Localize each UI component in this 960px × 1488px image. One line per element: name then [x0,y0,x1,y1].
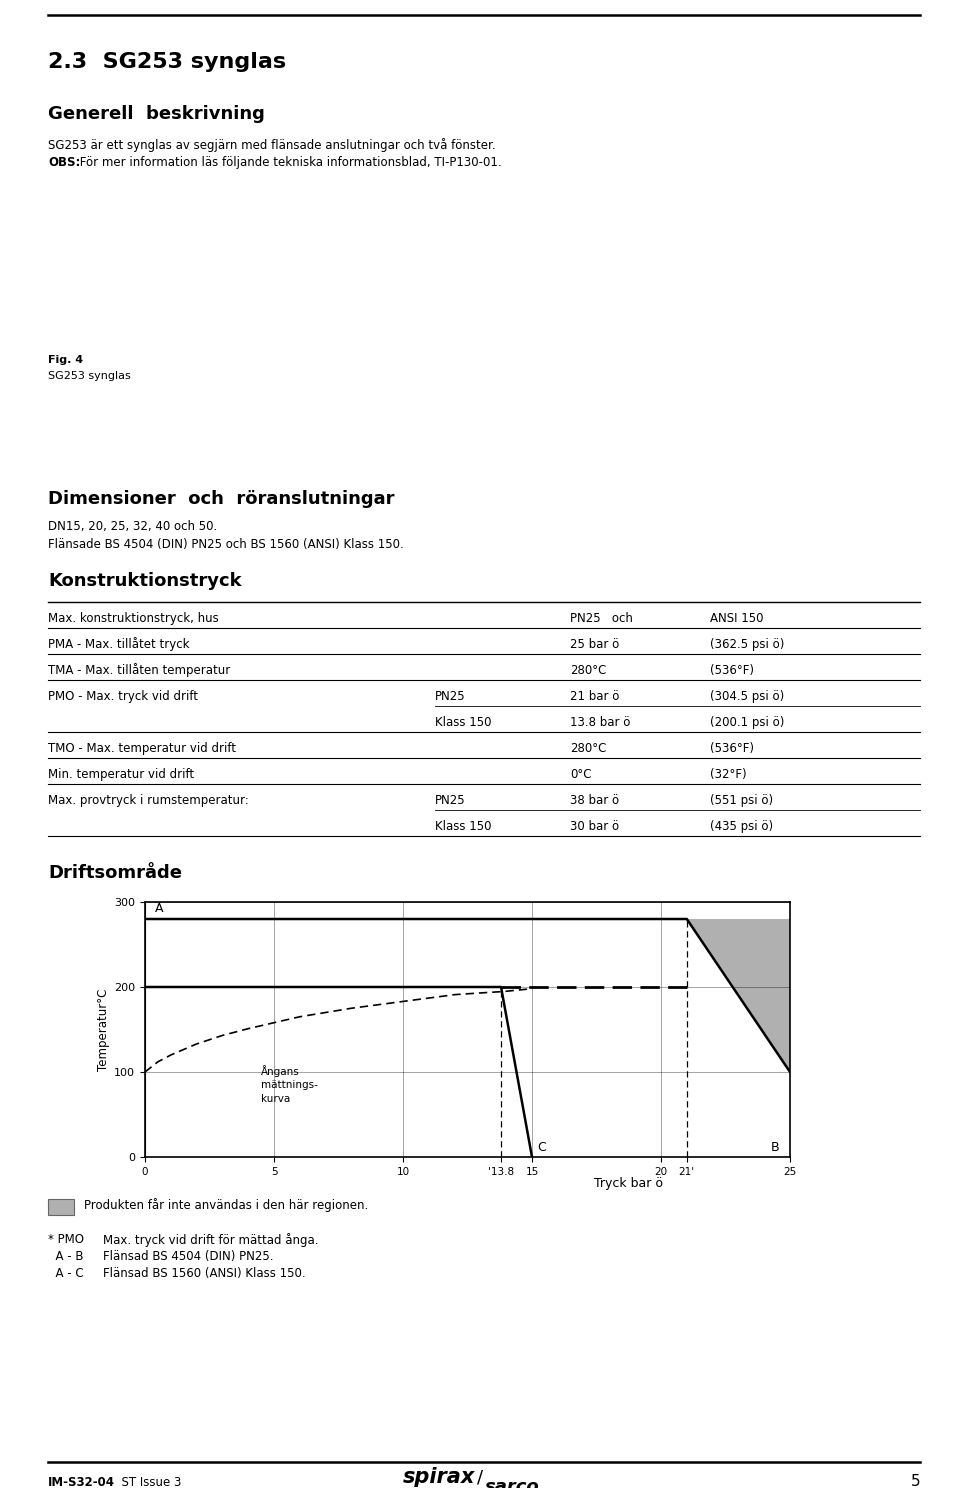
Text: OBS:: OBS: [48,156,81,170]
Text: Fig. 4: Fig. 4 [48,356,84,365]
Text: Ångans
mättnings-
kurva: Ångans mättnings- kurva [261,1065,318,1104]
Text: (32°F): (32°F) [710,768,747,781]
Text: IM-S32-04: IM-S32-04 [48,1476,115,1488]
Text: Max. konstruktionstryck, hus: Max. konstruktionstryck, hus [48,612,219,625]
Text: 30 bar ö: 30 bar ö [570,820,619,833]
Text: 280°C: 280°C [570,664,607,677]
Text: Max. provtryck i rumstemperatur:: Max. provtryck i rumstemperatur: [48,793,249,806]
Text: (435 psi ö): (435 psi ö) [710,820,773,833]
Text: (536°F): (536°F) [710,741,754,754]
Text: (362.5 psi ö): (362.5 psi ö) [710,638,784,650]
Text: 5: 5 [910,1475,920,1488]
Text: 25 bar ö: 25 bar ö [570,638,619,650]
Text: B: B [771,1141,780,1153]
Text: C: C [538,1141,546,1153]
Text: 38 bar ö: 38 bar ö [570,793,619,806]
Text: 13.8 bar ö: 13.8 bar ö [570,716,631,729]
Text: Min. temperatur vid drift: Min. temperatur vid drift [48,768,194,781]
Text: Klass 150: Klass 150 [435,820,492,833]
Text: PMA - Max. tillåtet tryck: PMA - Max. tillåtet tryck [48,637,189,652]
Text: PMO - Max. tryck vid drift: PMO - Max. tryck vid drift [48,689,198,702]
Polygon shape [686,920,790,1071]
Text: /: / [477,1469,483,1487]
Text: ST Issue 3: ST Issue 3 [114,1476,181,1488]
Text: A: A [156,902,164,915]
Text: PN25: PN25 [435,689,466,702]
Text: TMO - Max. temperatur vid drift: TMO - Max. temperatur vid drift [48,741,236,754]
Text: (536°F): (536°F) [710,664,754,677]
Y-axis label: Temperatur°C: Temperatur°C [97,988,110,1071]
Text: ANSI 150: ANSI 150 [710,612,763,625]
Text: Generell  beskrivning: Generell beskrivning [48,106,265,124]
Text: 2.3  SG253 synglas: 2.3 SG253 synglas [48,52,286,71]
Text: 280°C: 280°C [570,741,607,754]
Text: Flänsad BS 1560 (ANSI) Klass 150.: Flänsad BS 1560 (ANSI) Klass 150. [103,1266,305,1280]
Text: Max. tryck vid drift för mättad ånga.: Max. tryck vid drift för mättad ånga. [103,1234,319,1247]
Text: Driftsområde: Driftsområde [48,865,182,882]
Text: spirax: spirax [402,1467,475,1487]
Text: DN15, 20, 25, 32, 40 och 50.: DN15, 20, 25, 32, 40 och 50. [48,519,217,533]
Text: * PMO: * PMO [48,1234,84,1245]
Text: För mer information läs följande tekniska informationsblad, TI-P130-01.: För mer information läs följande teknisk… [76,156,502,170]
Text: 21 bar ö: 21 bar ö [570,689,619,702]
Bar [48,1199,74,1216]
Text: TMA - Max. tillåten temperatur: TMA - Max. tillåten temperatur [48,664,230,677]
Text: Flänsad BS 4504 (DIN) PN25.: Flänsad BS 4504 (DIN) PN25. [103,1250,274,1263]
Text: sarco: sarco [485,1478,540,1488]
Text: PN25: PN25 [435,793,466,806]
Text: Flänsade BS 4504 (DIN) PN25 och BS 1560 (ANSI) Klass 150.: Flänsade BS 4504 (DIN) PN25 och BS 1560 … [48,539,404,551]
Text: PN25   och: PN25 och [570,612,633,625]
Text: (304.5 psi ö): (304.5 psi ö) [710,689,784,702]
Text: A - C: A - C [48,1266,84,1280]
Text: Klass 150: Klass 150 [435,716,492,729]
Text: Tryck bar ö: Tryck bar ö [594,1177,663,1190]
Text: Produkten får inte användas i den här regionen.: Produkten får inte användas i den här re… [84,1198,369,1213]
Text: SG253 synglas: SG253 synglas [48,371,131,381]
Text: (200.1 psi ö): (200.1 psi ö) [710,716,784,729]
Text: Dimensioner  och  röranslutningar: Dimensioner och röranslutningar [48,490,395,507]
Text: Konstruktionstryck: Konstruktionstryck [48,571,242,591]
Text: 0°C: 0°C [570,768,591,781]
Text: SG253 är ett synglas av segjärn med flänsade anslutningar och två fönster.: SG253 är ett synglas av segjärn med flän… [48,138,495,152]
Text: (551 psi ö): (551 psi ö) [710,793,773,806]
Text: A - B: A - B [48,1250,84,1263]
